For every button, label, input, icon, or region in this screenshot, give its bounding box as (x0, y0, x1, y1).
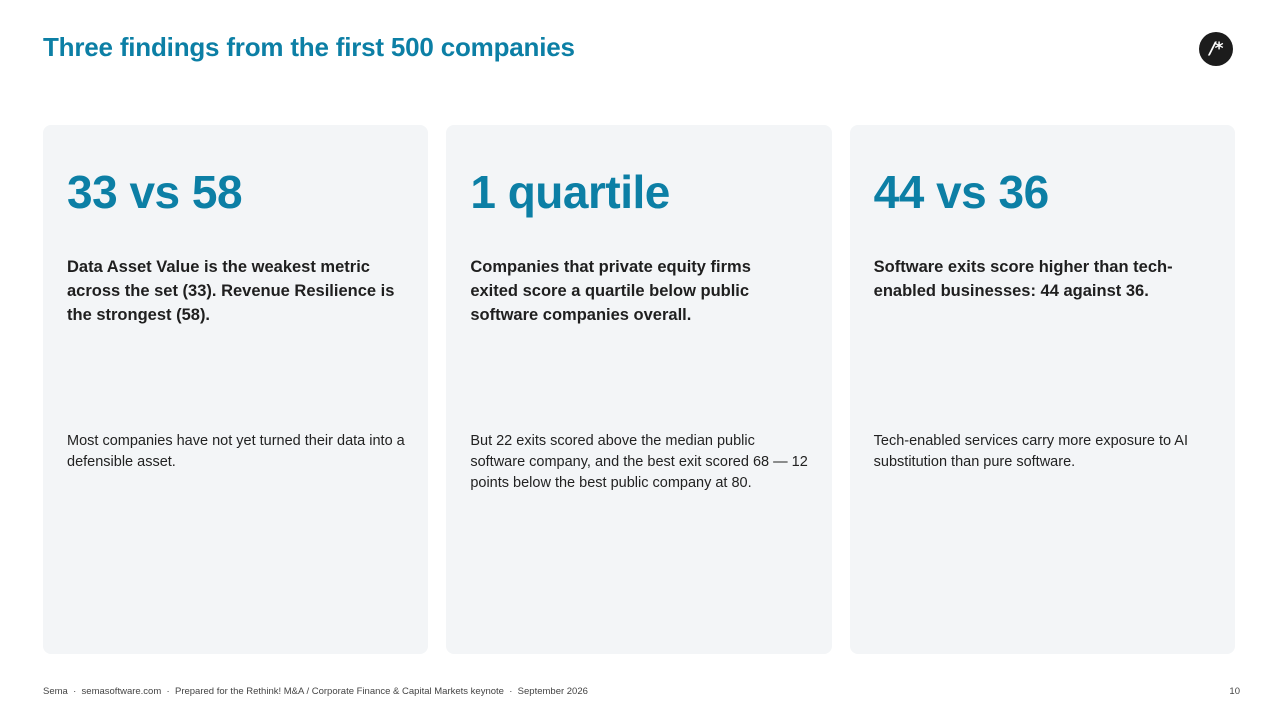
finding-card-3: 44 vs 36 Software exits score higher tha… (849, 125, 1235, 654)
findings-cards: 33 vs 58 Data Asset Value is the weakest… (43, 125, 1235, 654)
page-number: 10 (1229, 686, 1240, 697)
brand-logo: /* (1199, 32, 1233, 66)
finding-headline: Software exits score higher than tech-en… (873, 258, 1173, 300)
footer: Sema · semasoftware.com · Prepared for t… (43, 686, 1240, 697)
finding-detail: Most companies have not yet turned their… (67, 433, 405, 470)
finding-card-2: 1 quartile Companies that private equity… (446, 125, 832, 654)
finding-headline: Companies that private equity firms exit… (470, 258, 751, 324)
footer-credits: Sema · semasoftware.com · Prepared for t… (43, 686, 588, 697)
finding-stat: 1 quartile (470, 166, 670, 218)
finding-card-1: 33 vs 58 Data Asset Value is the weakest… (43, 125, 429, 654)
finding-detail: Tech-enabled services carry more exposur… (873, 433, 1188, 470)
slide-title: Three findings from the first 500 compan… (43, 32, 575, 62)
finding-headline: Data Asset Value is the weakest metric a… (67, 258, 395, 324)
finding-stat: 44 vs 36 (873, 166, 1050, 218)
finding-stat: 33 vs 58 (67, 166, 243, 218)
finding-detail: But 22 exits scored above the median pub… (470, 433, 808, 491)
